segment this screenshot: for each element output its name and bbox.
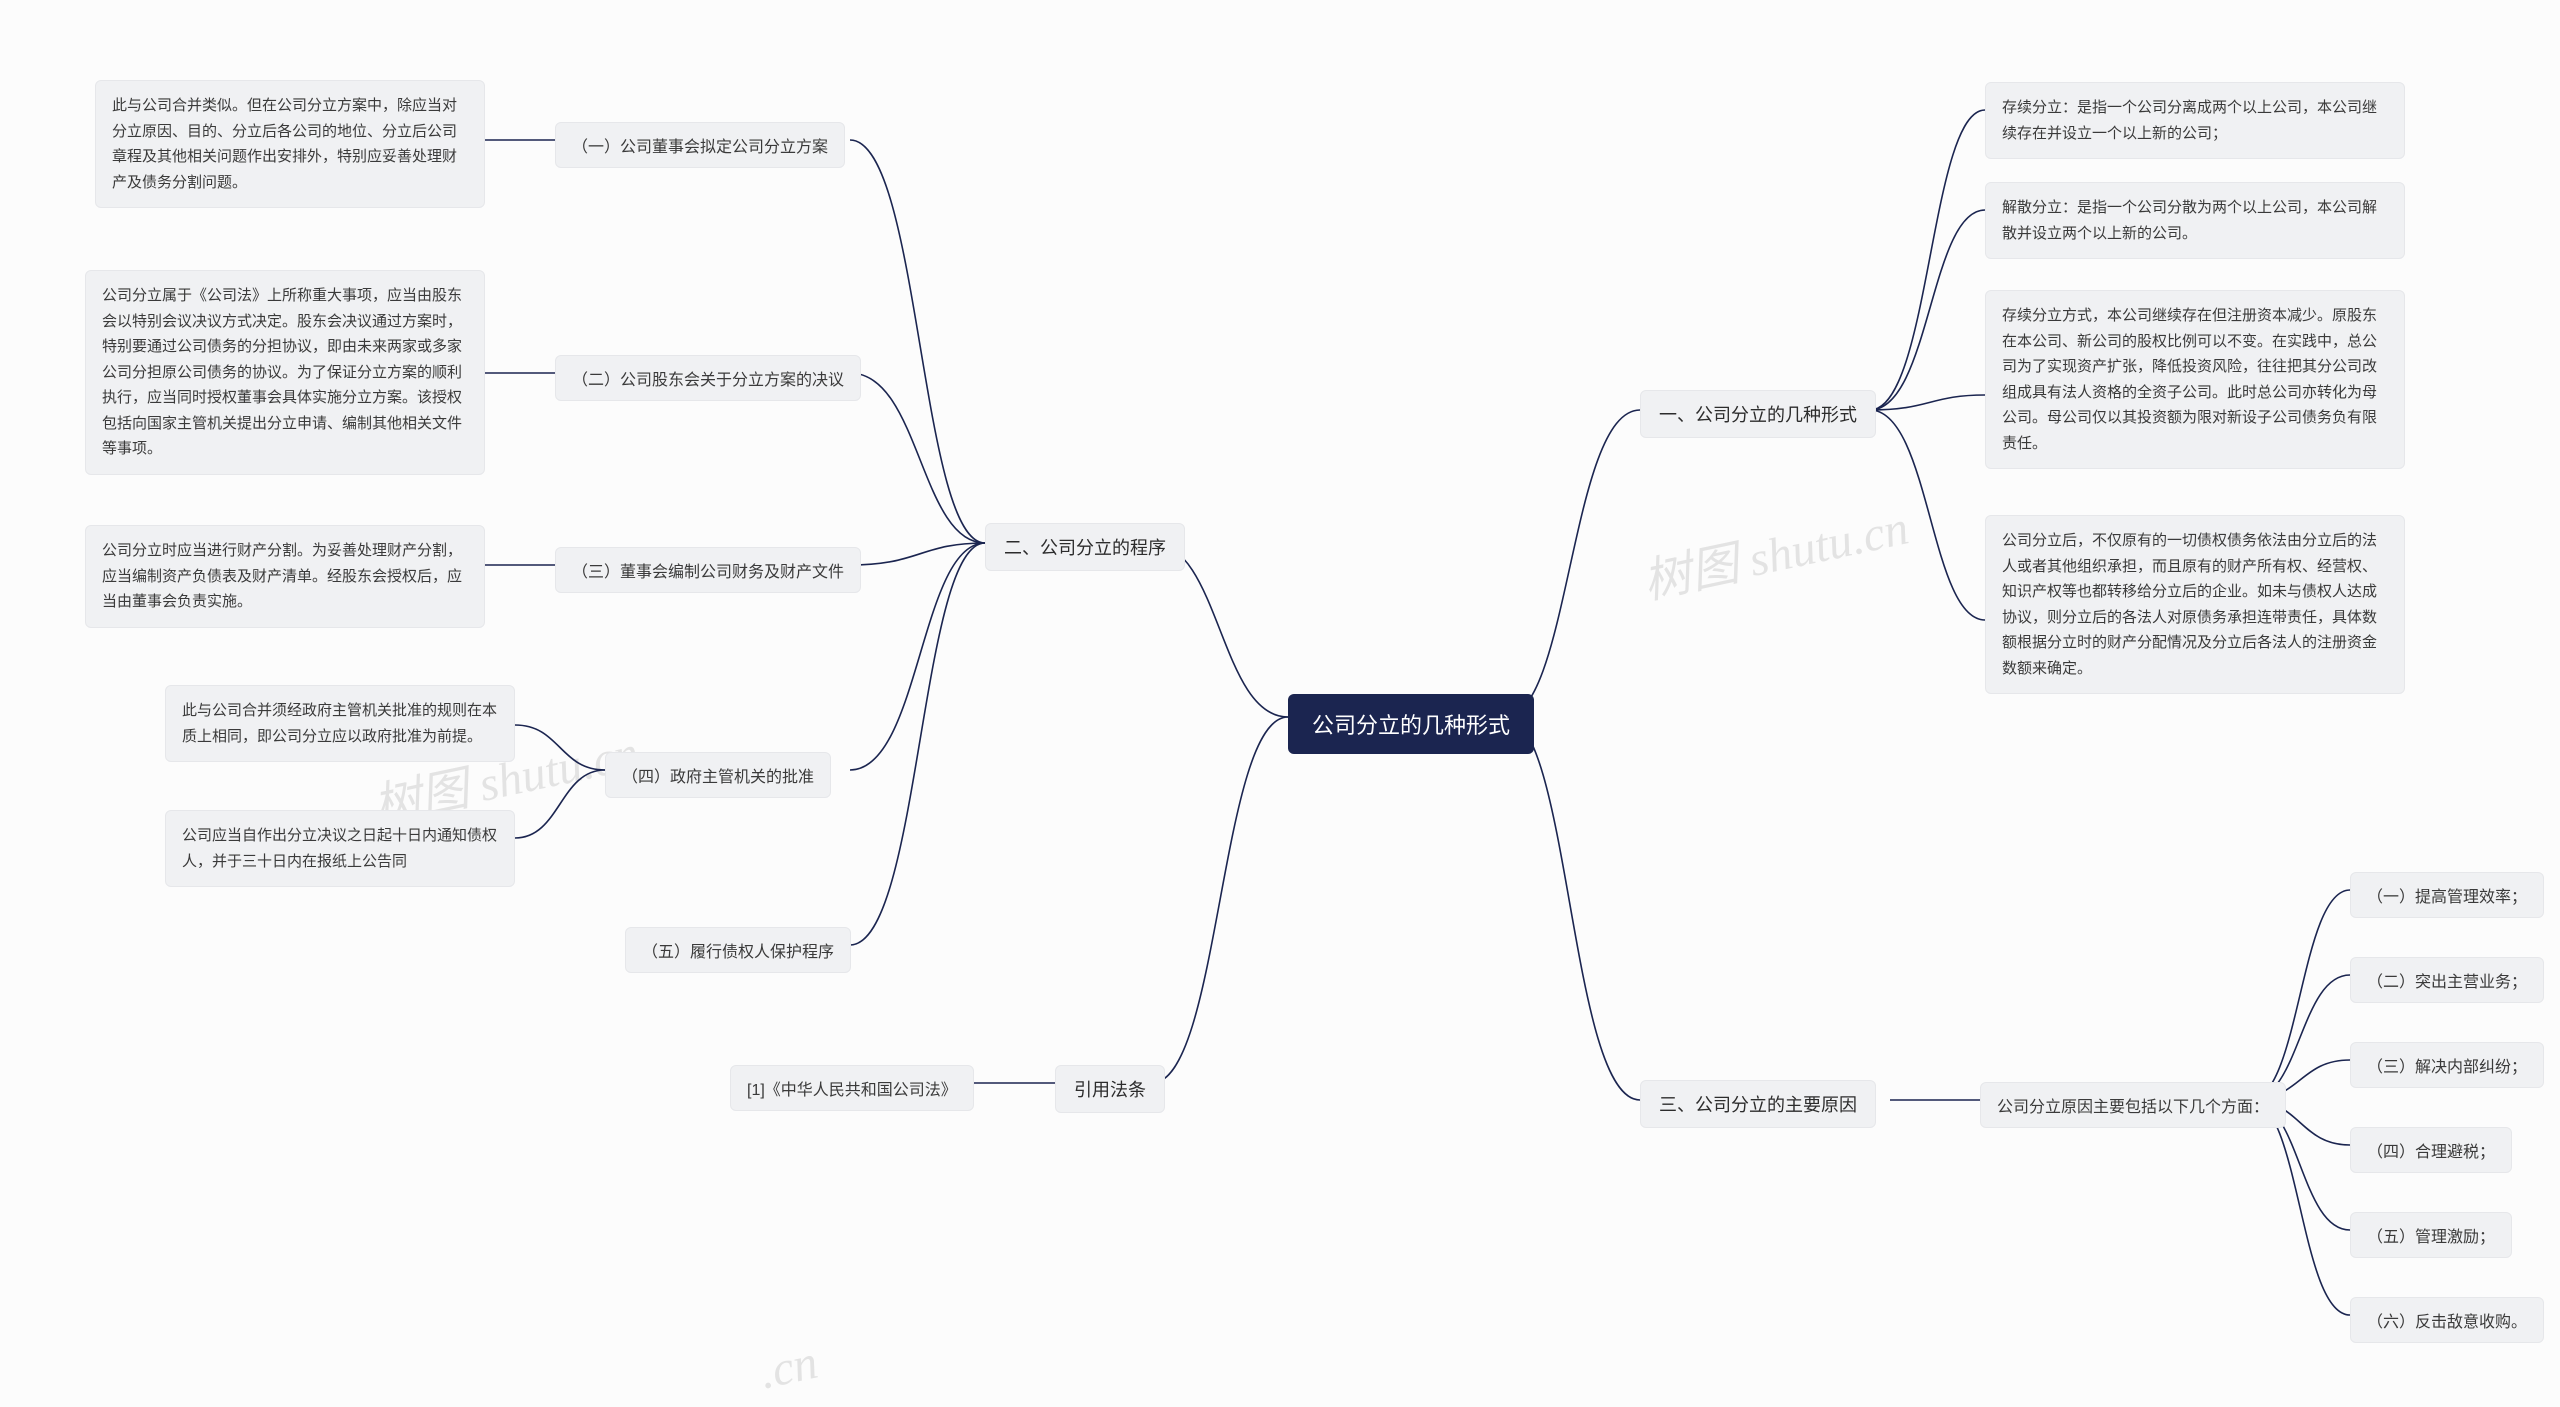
leaf-proc-2[interactable]: 公司分立属于《公司法》上所称重大事项，应当由股东会以特别会议决议方式决定。股东会… — [85, 270, 485, 475]
sub-proc-1[interactable]: （一）公司董事会拟定公司分立方案 — [555, 122, 845, 168]
watermark: 树图 shutu.cn — [1636, 488, 1914, 612]
leaf-law[interactable]: [1]《中华人民共和国公司法》 — [730, 1065, 974, 1111]
watermark: .cn — [755, 1335, 822, 1401]
leaf-reason-4[interactable]: （四）合理避税； — [2350, 1127, 2512, 1173]
leaf-forms-1[interactable]: 存续分立：是指一个公司分离成两个以上公司，本公司继续存在并设立一个以上新的公司； — [1985, 82, 2405, 159]
leaf-reason-1[interactable]: （一）提高管理效率； — [2350, 872, 2544, 918]
mid-reasons[interactable]: 公司分立原因主要包括以下几个方面： — [1980, 1082, 2286, 1128]
leaf-forms-2[interactable]: 解散分立：是指一个公司分散为两个以上公司，本公司解散并设立两个以上新的公司。 — [1985, 182, 2405, 259]
branch-reasons[interactable]: 三、公司分立的主要原因 — [1640, 1080, 1876, 1128]
leaf-reason-2[interactable]: （二）突出主营业务； — [2350, 957, 2544, 1003]
sub-proc-5[interactable]: （五）履行债权人保护程序 — [625, 927, 851, 973]
leaf-forms-3[interactable]: 存续分立方式，本公司继续存在但注册资本减少。原股东在本公司、新公司的股权比例可以… — [1985, 290, 2405, 469]
branch-procedure[interactable]: 二、公司分立的程序 — [985, 523, 1185, 571]
sub-proc-2[interactable]: （二）公司股东会关于分立方案的决议 — [555, 355, 861, 401]
sub-proc-4[interactable]: （四）政府主管机关的批准 — [605, 752, 831, 798]
leaf-proc-1[interactable]: 此与公司合并类似。但在公司分立方案中，除应当对分立原因、目的、分立后各公司的地位… — [95, 80, 485, 208]
leaf-reason-3[interactable]: （三）解决内部纠纷； — [2350, 1042, 2544, 1088]
leaf-proc-4a[interactable]: 此与公司合并须经政府主管机关批准的规则在本质上相同，即公司分立应以政府批准为前提… — [165, 685, 515, 762]
leaf-proc-3[interactable]: 公司分立时应当进行财产分割。为妥善处理财产分割，应当编制资产负债表及财产清单。经… — [85, 525, 485, 628]
sub-proc-3[interactable]: （三）董事会编制公司财务及财产文件 — [555, 547, 861, 593]
leaf-proc-4b[interactable]: 公司应当自作出分立决议之日起十日内通知债权人，并于三十日内在报纸上公告同 — [165, 810, 515, 887]
leaf-reason-5[interactable]: （五）管理激励； — [2350, 1212, 2512, 1258]
branch-law[interactable]: 引用法条 — [1055, 1065, 1165, 1113]
mindmap-canvas: 树图 shutu.cn 树图 shutu.cn .cn — [0, 0, 2560, 1407]
root-node[interactable]: 公司分立的几种形式 — [1288, 694, 1534, 754]
branch-forms[interactable]: 一、公司分立的几种形式 — [1640, 390, 1876, 438]
leaf-reason-6[interactable]: （六）反击敌意收购。 — [2350, 1297, 2544, 1343]
leaf-forms-4[interactable]: 公司分立后，不仅原有的一切债权债务依法由分立后的法人或者其他组织承担，而且原有的… — [1985, 515, 2405, 694]
